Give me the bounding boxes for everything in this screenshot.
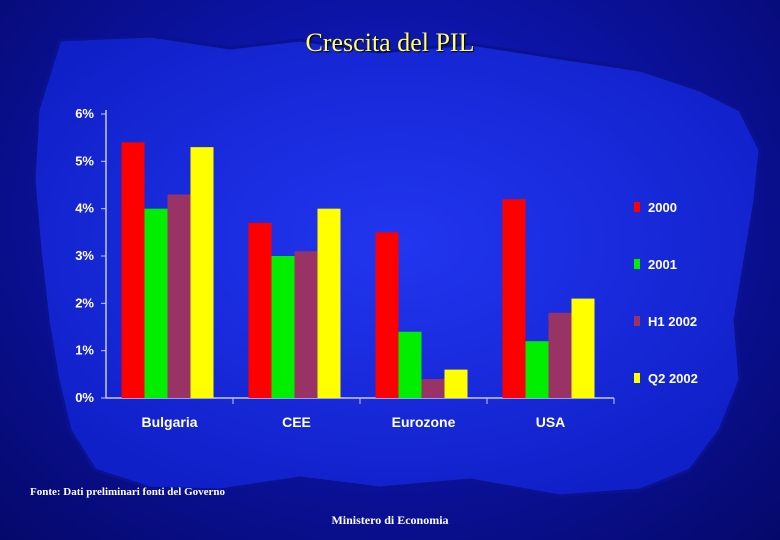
y-tick-label: 5%	[75, 153, 94, 168]
legend-label: 2001	[648, 257, 677, 272]
legend-swatch	[634, 316, 640, 326]
legend-label: Q2 2002	[648, 371, 698, 386]
legend-swatch	[634, 202, 640, 212]
bar-usa-h1-2002	[548, 312, 572, 398]
bar-bulgaria-q2-2002	[190, 147, 214, 398]
x-category-label: Bulgaria	[141, 414, 197, 430]
legend-label: H1 2002	[648, 314, 697, 329]
bar-usa-2000	[502, 199, 526, 398]
legend-label: 2000	[648, 200, 677, 215]
bar-eurozone-2000	[375, 232, 399, 398]
bar-bulgaria-2000	[121, 142, 145, 398]
bar-usa-q2-2002	[571, 298, 595, 398]
legend-swatch	[634, 373, 640, 383]
x-category-label: USA	[536, 414, 566, 430]
bar-eurozone-2001	[398, 331, 422, 398]
y-tick-label: 2%	[75, 295, 94, 310]
x-category-label: CEE	[282, 414, 311, 430]
source-note: Fonte: Dati preliminari fonti del Govern…	[30, 486, 226, 498]
bar-cee-h1-2002	[294, 251, 318, 398]
y-tick-label: 1%	[75, 343, 94, 358]
bar-eurozone-h1-2002	[421, 379, 445, 398]
y-tick-label: 3%	[75, 248, 94, 263]
y-tick-label: 0%	[75, 390, 94, 405]
y-tick-label: 4%	[75, 201, 94, 216]
bar-eurozone-q2-2002	[444, 369, 468, 398]
bar-bulgaria-h1-2002	[167, 194, 191, 398]
y-tick-label: 6%	[75, 106, 94, 121]
bar-bulgaria-2001	[144, 208, 168, 398]
bar-cee-2001	[271, 256, 295, 398]
bar-usa-2001	[525, 341, 549, 398]
x-category-label: Eurozone	[392, 414, 456, 430]
legend-swatch	[634, 259, 640, 269]
bar-cee-q2-2002	[317, 208, 341, 398]
bar-cee-2000	[248, 222, 272, 398]
chart-title: Crescita del PIL	[305, 28, 475, 57]
footer-ministry: Ministero di Economia	[331, 513, 449, 527]
